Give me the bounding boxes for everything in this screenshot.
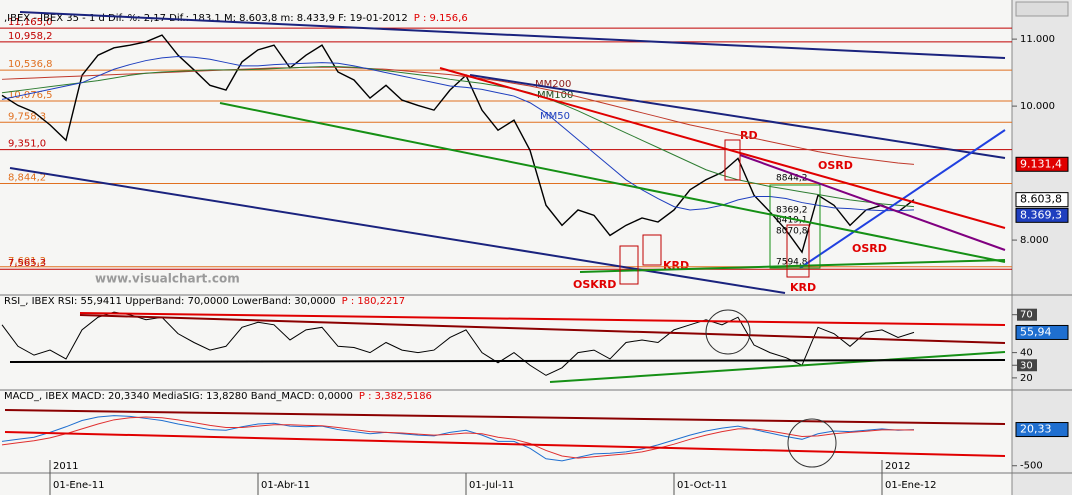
trend-line [79, 312, 1006, 326]
last-value-label: 8.369,3 [1020, 208, 1062, 221]
last-value-box [1015, 422, 1069, 438]
trend-line [4, 431, 1006, 457]
panel-title: MACD_, IBEX MACD: 20,3340 MediaSIG: 13,8… [4, 391, 432, 402]
last-value-label: 55,94 [1020, 325, 1052, 338]
pattern-box [619, 245, 639, 285]
trend-line [219, 102, 1006, 263]
annotation: KRD [790, 281, 816, 294]
y-tick-label: 20 [1020, 373, 1033, 384]
level-label: 11,165,0 [8, 17, 53, 28]
panel-title: ,IBEX - IBEX 35 - 1 d Dif. %: 2,17 Dif.:… [4, 13, 468, 24]
trend-line [469, 74, 1006, 159]
level-label: 10,958,2 [8, 31, 53, 42]
annotation: 8369,2 [776, 206, 808, 216]
panel-title: RSI_, IBEX RSI: 55,9411 UpperBand: 70,00… [4, 296, 405, 307]
x-tick-label: 01-Abr-11 [261, 480, 310, 491]
last-value-box [1015, 324, 1069, 340]
series-line [1, 416, 915, 459]
last-value-label: 8.603,8 [1020, 193, 1062, 206]
last-value-box [1015, 156, 1069, 172]
band-label: 70 [1020, 310, 1033, 321]
level-label: 9,758,3 [8, 111, 46, 122]
pattern-box [786, 224, 810, 278]
p-label: P : 9.156,6 [414, 13, 468, 24]
y-tick-label: 11.000 [1020, 34, 1055, 45]
y-tick-label: -500 [1020, 461, 1043, 472]
level-label: 8,844,2 [8, 173, 46, 184]
title-text: ,IBEX - IBEX 35 - 1 d Dif. %: 2,17 Dif.:… [4, 13, 408, 24]
pattern-box [724, 139, 741, 181]
annotation: 8844,2 [776, 174, 808, 184]
pattern-box [769, 184, 821, 269]
x-tick-label: 01-Ene-11 [53, 480, 104, 491]
axis-background [1012, 0, 1072, 495]
series-label: MM100 [537, 90, 573, 101]
title-text: MACD_, IBEX MACD: 20,3340 MediaSIG: 13,8… [4, 391, 353, 402]
series-line [1, 66, 915, 208]
p-label: P : 180,2217 [342, 296, 405, 307]
annotation: OSKRD [573, 278, 616, 291]
annotation: OSRD [852, 242, 887, 255]
annotation: 8419,1 [776, 216, 808, 226]
trend-line [9, 359, 1006, 363]
level-label: 7,565,3 [8, 258, 46, 269]
band-box [1017, 359, 1037, 372]
level-label: 10,076,5 [8, 90, 53, 101]
level-label: 10,536,8 [8, 59, 53, 70]
x-tick-label: 01-Jul-11 [469, 480, 514, 491]
pattern-box [642, 234, 662, 266]
annotation: OSRD [818, 159, 853, 172]
window-buttons[interactable] [1015, 1, 1069, 17]
trend-line [4, 409, 1006, 425]
year-label: 2012 [885, 461, 910, 472]
level-label: 9,351,0 [8, 139, 46, 150]
trend-line [19, 11, 1006, 59]
trend-lines [4, 11, 1006, 468]
y-tick-label: 40 [1020, 348, 1033, 359]
highlight-circle [705, 309, 751, 355]
last-value-box [1015, 207, 1069, 223]
p-label: P : 3,382,5186 [359, 391, 432, 402]
x-tick-label: 01-Ene-12 [885, 480, 936, 491]
annotation: RD [740, 129, 758, 142]
trend-line [79, 314, 1006, 344]
level-label: 7,601,2 [8, 256, 46, 267]
series-line [1, 34, 915, 254]
last-value-box [1015, 192, 1069, 208]
series-label: MM200 [535, 79, 571, 90]
annotation: 8070,8 [776, 227, 808, 237]
last-value-label: 20,33 [1020, 423, 1052, 436]
title-text: RSI_, IBEX RSI: 55,9411 UpperBand: 70,00… [4, 296, 336, 307]
x-tick-label: 01-Oct-11 [677, 480, 727, 491]
series-line [1, 311, 915, 376]
y-tick-label: 8.000 [1020, 235, 1049, 246]
trend-line [579, 259, 1006, 273]
trend-line [549, 351, 1006, 383]
series-line [1, 56, 915, 212]
band-label: 30 [1020, 360, 1033, 371]
series-label: MM50 [540, 111, 570, 122]
annotation: 7594,8 [776, 258, 808, 268]
last-value-label: 9.131,4 [1020, 157, 1062, 170]
series-line [1, 415, 915, 462]
trend-line [739, 154, 1006, 251]
y-tick-label: 10.000 [1020, 101, 1055, 112]
year-label: 2011 [53, 461, 78, 472]
highlight-circle [787, 418, 837, 468]
watermark: www.visualchart.com [95, 272, 240, 286]
trend-line [9, 167, 786, 294]
trend-line [439, 67, 1006, 229]
band-box [1017, 308, 1037, 321]
